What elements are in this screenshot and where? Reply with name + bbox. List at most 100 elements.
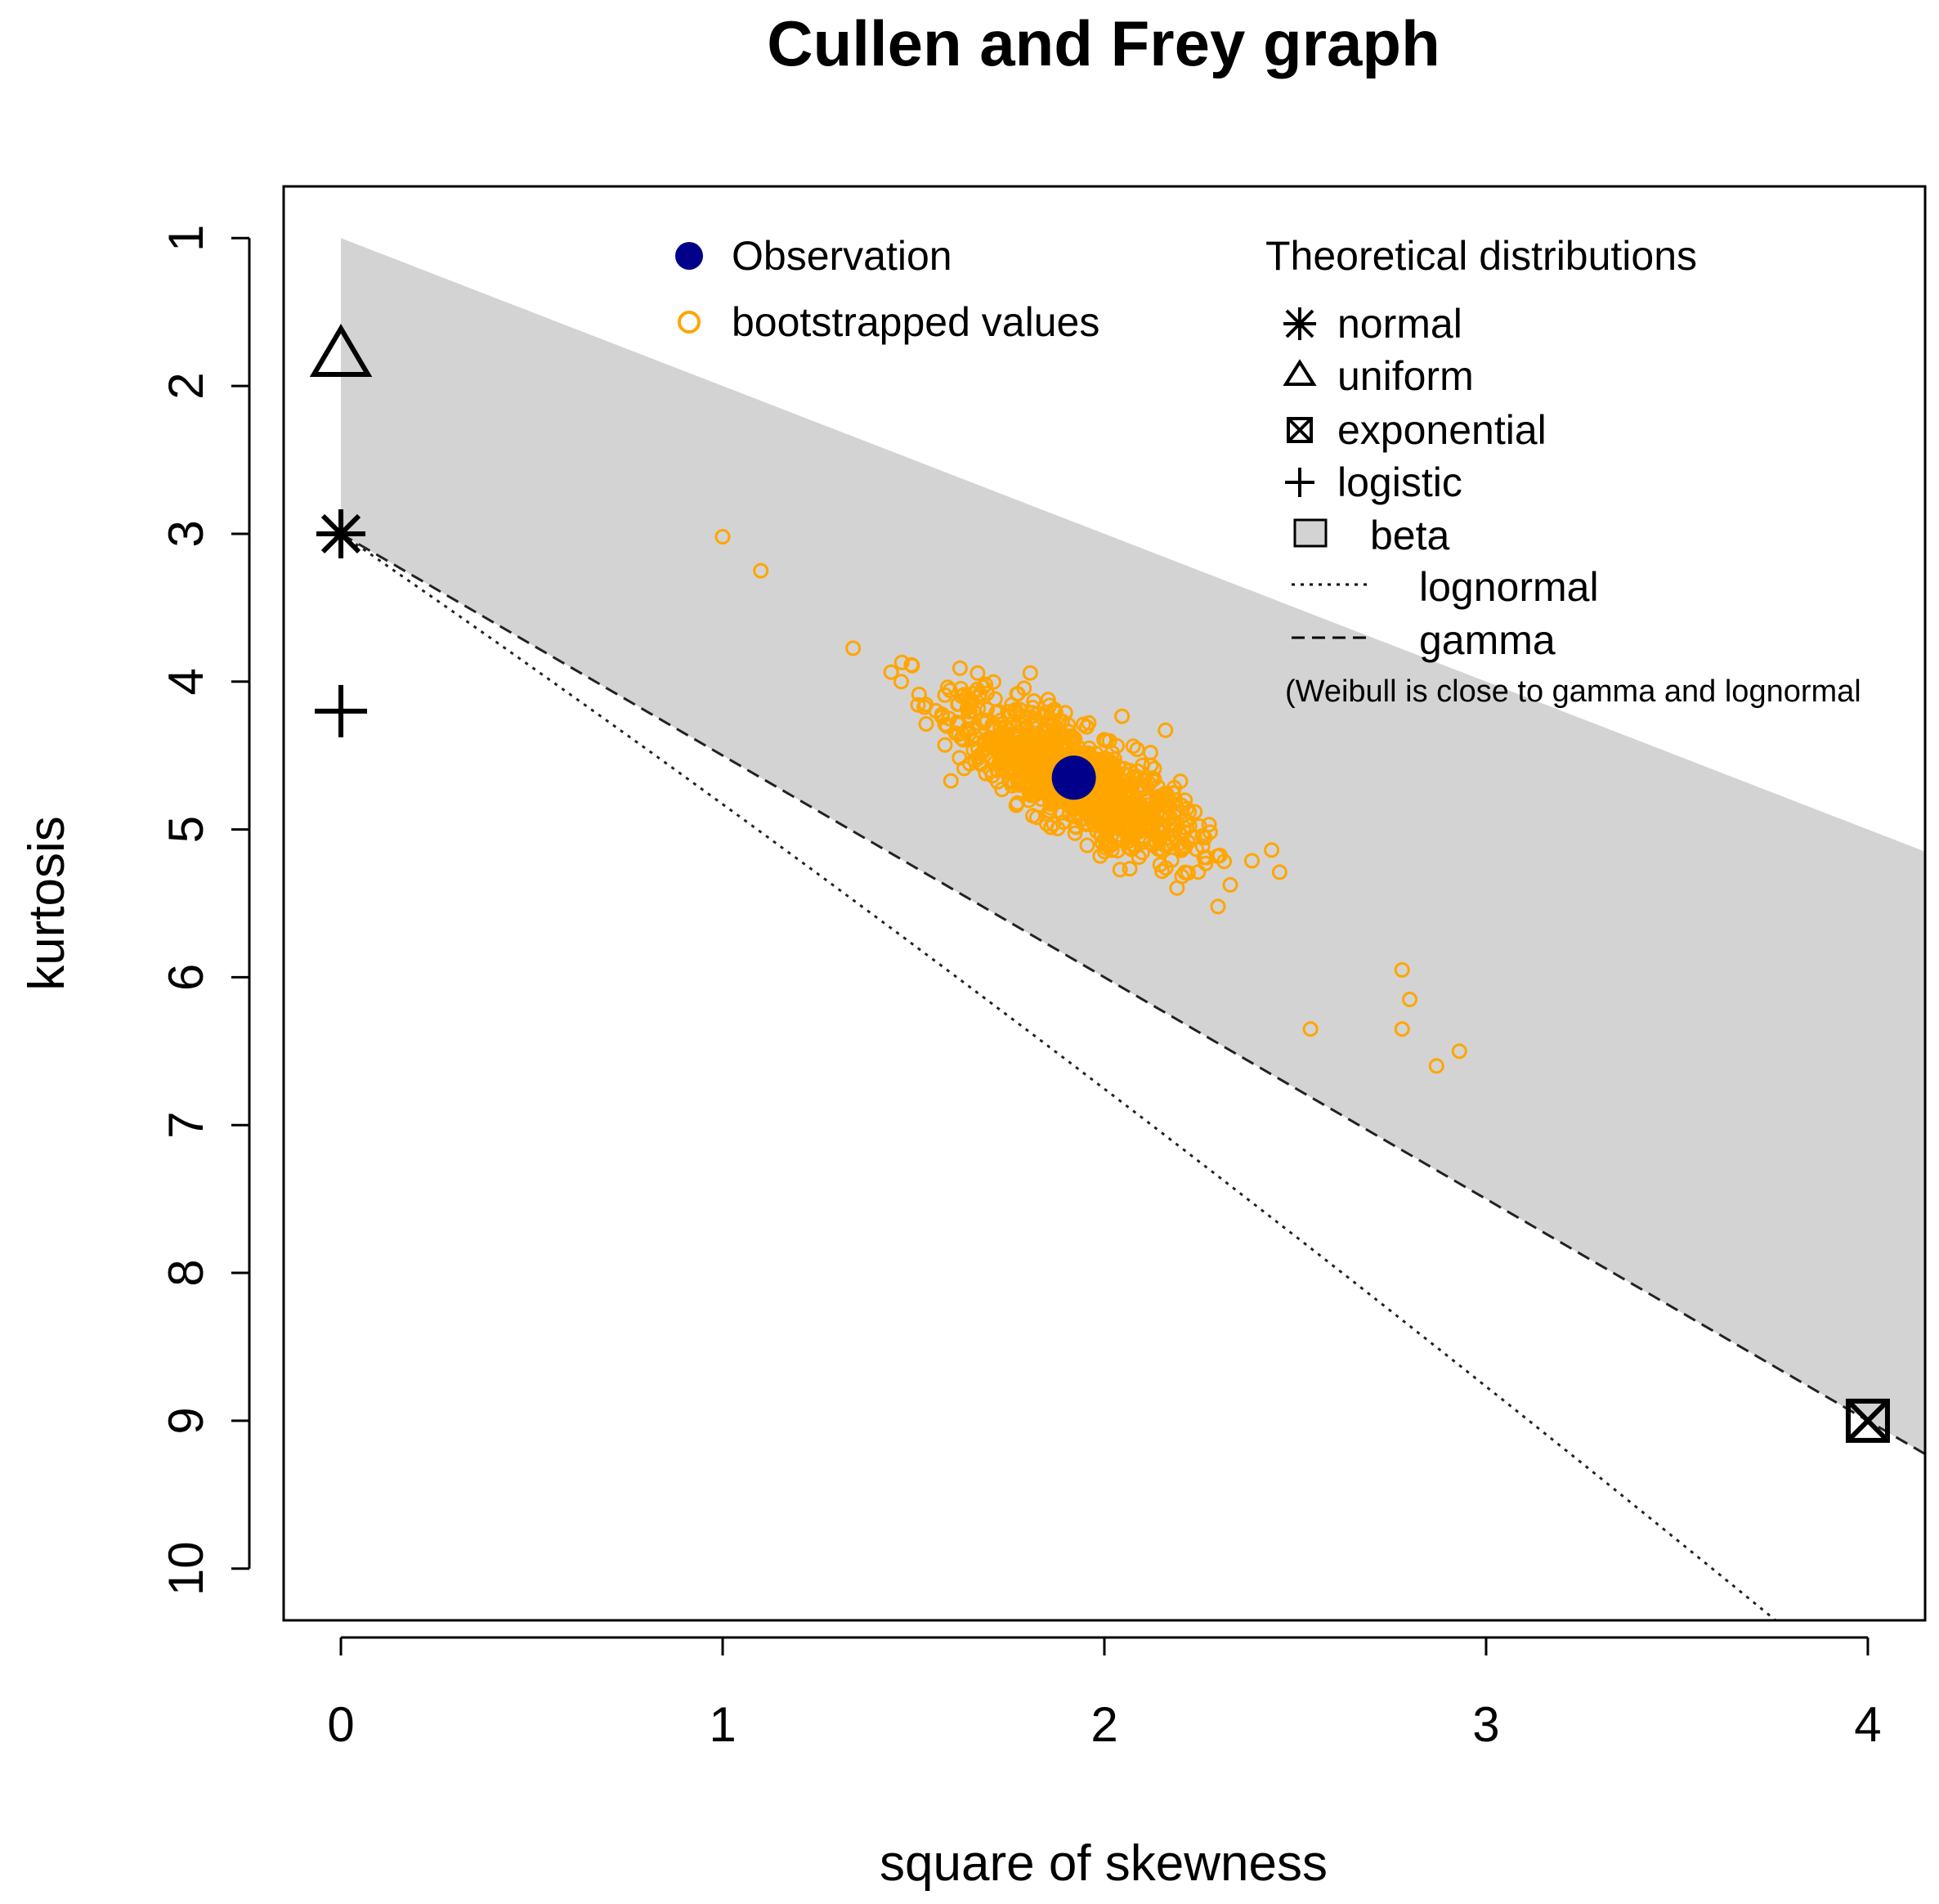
bootstrap-point xyxy=(1114,708,1131,724)
bootstrap-point xyxy=(1302,1021,1319,1037)
bootstrap-point xyxy=(883,664,899,680)
x-axis: 0 1 2 3 4 xyxy=(327,1636,1882,1752)
bootstrap-point xyxy=(1008,797,1024,813)
legend-exponential-icon xyxy=(1287,417,1313,443)
bootstrap-point xyxy=(1019,748,1035,764)
bootstrap-point xyxy=(1126,808,1142,824)
plot-frame xyxy=(282,185,1927,1622)
legend-normal-label: normal xyxy=(1337,301,1462,347)
x-tick-label-2: 2 xyxy=(1090,1697,1117,1752)
y-tick-label-10: 10 xyxy=(159,1541,213,1596)
bootstrap-point xyxy=(1164,822,1180,839)
x-tick-label-0: 0 xyxy=(327,1697,354,1752)
bootstrap-point xyxy=(1201,817,1217,833)
observation-point xyxy=(1051,755,1096,800)
bootstrap-point xyxy=(965,742,982,758)
bootstrap-point xyxy=(893,654,910,670)
bootstrap-point xyxy=(1158,722,1174,738)
bootstrap-point xyxy=(753,562,769,579)
y-tick-label-7: 7 xyxy=(159,1112,213,1139)
legend-logistic-icon xyxy=(1285,468,1314,497)
legend-bootstrap-marker xyxy=(678,311,701,334)
legend-beta-label: beta xyxy=(1370,513,1450,558)
bootstrap-point xyxy=(1244,853,1260,869)
bootstrap-point xyxy=(943,773,959,789)
bootstrap-point xyxy=(903,656,920,673)
bootstrap-point xyxy=(970,665,986,681)
bootstrap-point xyxy=(1194,828,1211,844)
y-tick-label-1: 1 xyxy=(159,225,213,252)
bootstrap-point xyxy=(1163,852,1180,868)
plot-area xyxy=(309,238,1925,1620)
bootstrap-point xyxy=(978,676,994,692)
bootstrap-point xyxy=(961,755,978,772)
bootstrap-point xyxy=(911,686,927,702)
bootstrap-point xyxy=(1402,992,1418,1008)
bootstrap-point xyxy=(992,719,1009,736)
bootstrap-point xyxy=(1119,828,1135,844)
bootstrap-point xyxy=(1146,760,1162,777)
bootstrap-point xyxy=(845,640,862,656)
bootstrap-point xyxy=(1189,841,1205,858)
bootstrap-point xyxy=(1159,837,1175,853)
bootstrap-point xyxy=(1394,961,1410,978)
bootstrap-point xyxy=(1169,880,1185,896)
bootstrap-point xyxy=(1019,720,1035,737)
y-tick-label-5: 5 xyxy=(159,816,213,843)
bootstrap-point xyxy=(1098,840,1114,856)
bootstrap-point xyxy=(1128,809,1144,826)
bootstrap-point xyxy=(1149,828,1165,844)
y-tick-label-6: 6 xyxy=(159,964,213,991)
legend-theoretical-title: Theoretical distributions xyxy=(1265,233,1697,279)
bootstrap-point xyxy=(1123,782,1139,799)
bootstrap-point xyxy=(962,710,978,727)
bootstrap-point xyxy=(970,701,987,717)
bootstrap-point xyxy=(998,719,1014,735)
bootstrap-point xyxy=(1142,745,1158,761)
bootstrap-point xyxy=(1041,697,1058,714)
bootstrap-point xyxy=(1018,728,1034,744)
bootstrap-point xyxy=(1026,693,1042,709)
bootstrap-point xyxy=(1140,790,1156,806)
bootstrap-point xyxy=(1187,804,1203,820)
bootstrap-point xyxy=(1027,759,1043,776)
bootstrap-point xyxy=(1008,701,1023,718)
bootstrap-point xyxy=(1211,847,1228,863)
bootstrap-point xyxy=(1125,738,1141,755)
legend-exponential-label: exponential xyxy=(1337,407,1547,453)
bootstrap-point xyxy=(1131,849,1147,865)
x-tick-label-1: 1 xyxy=(709,1697,736,1752)
bootstrap-point xyxy=(977,736,993,752)
legend-lognormal-label: lognormal xyxy=(1419,564,1599,610)
bootstrap-point xyxy=(1428,1058,1444,1074)
bootstrap-point xyxy=(1096,732,1113,748)
bootstrap-point xyxy=(1025,783,1041,800)
bootstrap-point xyxy=(989,773,1005,790)
bootstrap-point xyxy=(714,529,731,545)
bootstrap-point xyxy=(1179,800,1195,817)
y-tick-label-8: 8 xyxy=(159,1259,213,1286)
bootstrap-point xyxy=(910,697,926,713)
legend-weibull-note: (Weibull is close to gamma and lognormal xyxy=(1285,674,1861,709)
bootstrap-point xyxy=(1190,864,1207,880)
bootstrap-point xyxy=(893,674,909,690)
bootstrap-point xyxy=(1046,816,1062,832)
bootstrap-point xyxy=(966,727,983,743)
legend-beta-icon xyxy=(1293,518,1328,548)
bootstrap-point xyxy=(1178,812,1194,828)
y-tick-label-9: 9 xyxy=(159,1407,213,1434)
legend-observation-marker xyxy=(675,242,703,270)
bootstrap-point xyxy=(995,728,1011,745)
uniform-marker xyxy=(309,324,373,377)
bootstrap-point xyxy=(928,702,944,719)
x-axis-title: square of skewness xyxy=(880,1835,1328,1892)
bootstrap-point xyxy=(1113,781,1130,797)
x-tick-label-3: 3 xyxy=(1472,1697,1499,1752)
bootstrap-point xyxy=(1068,819,1085,836)
bootstrap-point xyxy=(1111,827,1127,843)
bootstrap-point xyxy=(1106,807,1122,823)
bootstrap-point xyxy=(937,737,953,753)
bootstrap-point xyxy=(1146,771,1162,787)
normal-marker xyxy=(316,508,366,558)
bootstrap-point xyxy=(1088,812,1104,828)
